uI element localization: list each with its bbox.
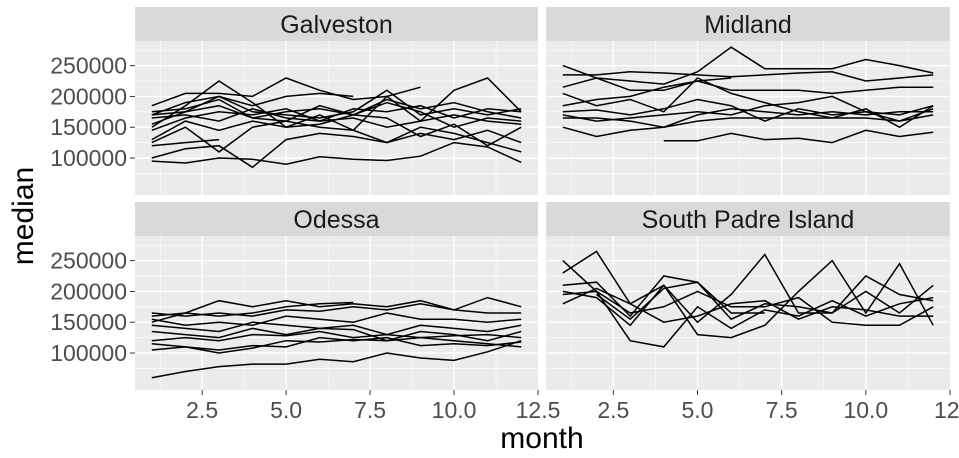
series-line-galveston-3: [151, 120, 522, 153]
series-line-midland-2: [562, 114, 934, 138]
series-line-odessa-3: [151, 336, 522, 354]
x-tick-label: 12.5: [516, 397, 561, 423]
y-axis-title: median: [7, 167, 40, 265]
facet-strip-south-padre-island: South Padre Island: [546, 202, 950, 236]
facet-strip-galveston: Galveston: [135, 7, 538, 41]
y-tick-label: 200000: [50, 83, 127, 109]
x-tick-label: 12.: [934, 397, 959, 423]
strip-background: [546, 7, 950, 41]
facet-strip-odessa: Odessa: [135, 202, 538, 236]
series-line-galveston-9: [151, 98, 522, 122]
x-tick-label: 7.5: [354, 397, 386, 423]
series-line-south-padre-island-1: [562, 260, 934, 348]
series-line-midland-7: [562, 77, 934, 95]
y-tick-label: 150000: [50, 114, 127, 140]
series-line-odessa-6: [151, 321, 522, 336]
x-tick-label: 2.5: [186, 397, 218, 423]
facet-title: Midland: [704, 11, 792, 39]
facet-panel-galveston: [135, 41, 538, 195]
series-line-midland-6: [562, 77, 934, 129]
facet-panel-south-padre-island: [546, 236, 950, 390]
series-line-midland-9: [562, 46, 934, 85]
facet-strips: Galveston Midland Odessa South Padre Island: [135, 7, 950, 236]
series-line-galveston-6: [151, 101, 522, 128]
facet-panel-odessa: [135, 236, 538, 390]
y-tick-label: 100000: [50, 145, 127, 171]
series-line-galveston-12: [151, 80, 421, 132]
strip-background: [546, 202, 950, 236]
y-tick-label: 250000: [50, 53, 127, 79]
x-tick-label: 10.0: [843, 397, 888, 423]
series-line-midland-10: [562, 77, 732, 107]
y-tick-label: 250000: [50, 248, 127, 274]
x-tick-label: 2.5: [597, 397, 629, 423]
facet-title: South Padre Island: [642, 206, 855, 234]
panel-background: [135, 236, 538, 390]
x-tick-label: 10.0: [432, 397, 477, 423]
series-line-odessa-5: [151, 327, 522, 342]
y-tick-label: 200000: [50, 278, 127, 304]
x-tick-label: 7.5: [766, 397, 798, 423]
series-line-south-padre-island-2: [562, 250, 934, 339]
series-line-midland-8: [562, 71, 934, 82]
x-axes: 2.5 5.0 7.5 10.0 12.5 2.5 5.0 7.5 10.0 12.: [186, 390, 959, 423]
series-line-galveston-2: [151, 129, 522, 169]
series-line-midland-5: [562, 98, 934, 122]
y-tick-label: 150000: [50, 309, 127, 335]
series-line-galveston-8: [151, 89, 522, 119]
series-line-midland-1: [663, 129, 934, 144]
x-tick-label: 5.0: [682, 397, 714, 423]
facet-panels: [135, 41, 950, 390]
facet-panel-midland: [546, 41, 950, 195]
x-axis-title: month: [500, 422, 583, 455]
series-line-odessa-2: [151, 336, 522, 351]
facet-title: Galveston: [280, 11, 393, 39]
series-line-south-padre-island-5: [562, 287, 934, 323]
series-line-odessa-8: [151, 303, 522, 317]
strip-background: [135, 7, 538, 41]
series-line-south-padre-island-3: [562, 253, 934, 327]
series-line-galveston-1: [151, 141, 522, 165]
series-line-south-padre-island-7: [596, 281, 765, 321]
series-line-odessa-1: [151, 339, 522, 379]
facet-title: Odessa: [293, 206, 379, 234]
y-axes: 100000 150000 200000 250000 100000 150000 2000…: [50, 53, 135, 366]
series-line-south-padre-island-6: [562, 275, 934, 321]
strip-background: [135, 202, 538, 236]
series-line-galveston-11: [151, 92, 354, 116]
series-line-galveston-13: [151, 138, 220, 147]
panel-background: [135, 41, 538, 195]
facet-strip-midland: Midland: [546, 7, 950, 41]
series-line-odessa-9: [151, 296, 522, 317]
series-line-odessa-7: [151, 312, 522, 327]
y-tick-label: 100000: [50, 340, 127, 366]
series-line-odessa-10: [151, 301, 354, 323]
x-tick-label: 5.0: [270, 397, 302, 423]
